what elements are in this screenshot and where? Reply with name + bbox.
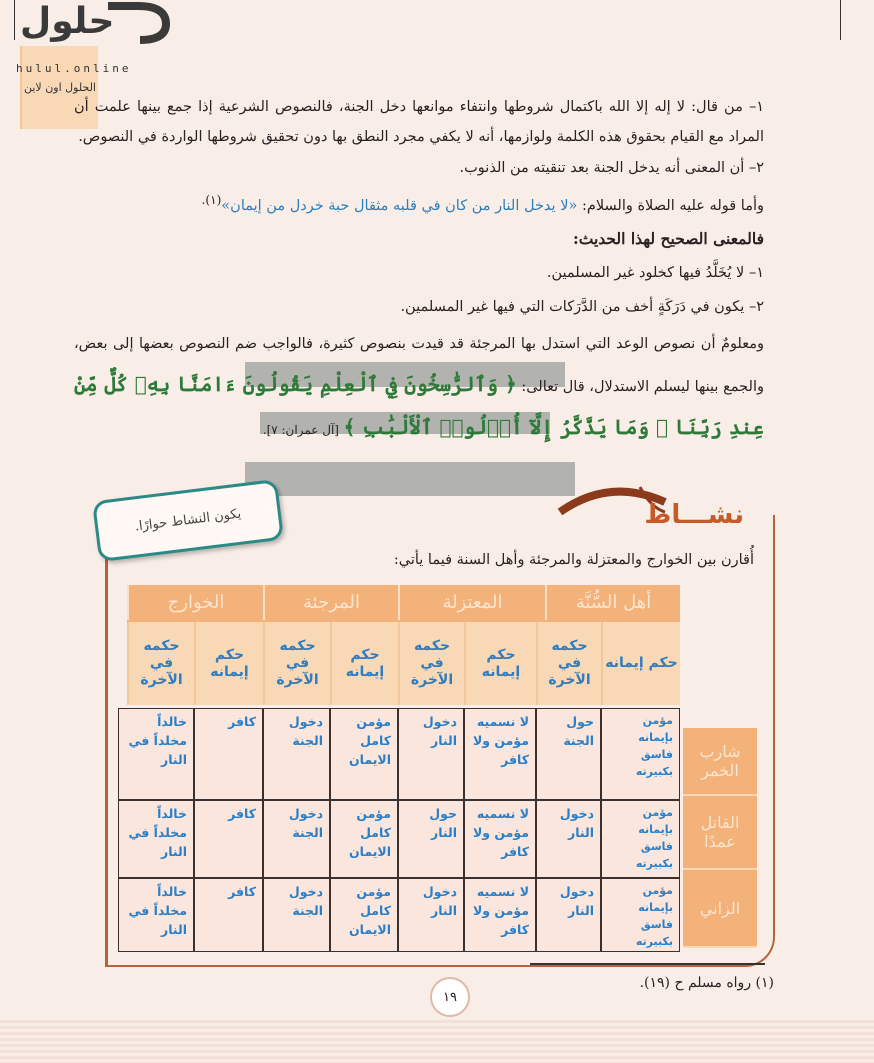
sub-header: حكم إيمانه bbox=[194, 622, 263, 705]
footnote-divider bbox=[530, 963, 765, 965]
group-header: الخوارج bbox=[127, 585, 263, 620]
verse-reference: [آل عمران: ٧]. bbox=[262, 422, 339, 437]
answer-cell: دخول النار bbox=[398, 708, 464, 800]
paragraph-3: وأما قوله عليه الصلاة والسلام: «لا يدخل … bbox=[74, 184, 764, 222]
answer-cell: مؤمن بإيمانه فاسق بكبيرته bbox=[601, 878, 680, 952]
paragraph-1: ١– من قال: لا إله إلا الله باكتمال شروطه… bbox=[74, 99, 764, 145]
hadith-intro: وأما قوله عليه الصلاة والسلام: bbox=[577, 197, 764, 214]
meaning-2: ٢– يكون في دَرَكَةٍ أخف من الدَّرَكات ال… bbox=[400, 298, 764, 315]
sub-header: حكم إيمانه bbox=[601, 622, 680, 705]
answer-cell: مؤمن كامل الايمان bbox=[330, 878, 398, 952]
watermark-bar bbox=[245, 462, 575, 496]
answer-cell: كافر bbox=[194, 800, 263, 878]
logo-mark-icon bbox=[108, 1, 171, 44]
answer-cell: خالداً مخلداً في النار bbox=[118, 800, 194, 878]
answer-cell: لا نسميه مؤمن ولا كافر bbox=[464, 708, 536, 800]
comparison-table-header: أهل السُّنَّة المعتزلة المرجئة الخوارج ح… bbox=[127, 585, 680, 705]
crop-mark bbox=[840, 0, 841, 40]
page-number: ١٩ bbox=[430, 977, 470, 1017]
crop-mark bbox=[14, 0, 15, 40]
logo-domain: hulul.online bbox=[16, 62, 132, 75]
footnote-ref: (١). bbox=[201, 193, 222, 207]
answer-cell: مؤمن كامل الايمان bbox=[330, 800, 398, 878]
sub-header: حكم إيمانه bbox=[330, 622, 398, 705]
paragraph-2: ٢– أن المعنى أنه يدخل الجنة بعد تنقيته م… bbox=[459, 160, 764, 176]
body-text: ١– من قال: لا إله إلا الله باكتمال شروطه… bbox=[74, 92, 764, 450]
answer-cell: دخول الجنة bbox=[263, 800, 330, 878]
answer-cell: دخول النار bbox=[536, 800, 601, 878]
activity-title: نشـــاط bbox=[644, 500, 744, 530]
hadith-text: «لا يدخل النار من كان في قلبه مثقال حبة … bbox=[221, 197, 578, 214]
meaning-1: ١– لا يُخَلَّدُ فيها كخلود غير المسلمين. bbox=[546, 264, 764, 281]
section-heading: فالمعنى الصحيح لهذا الحديث: bbox=[573, 228, 764, 248]
group-header: أهل السُّنَّة bbox=[545, 585, 680, 620]
answer-cell: دخول النار bbox=[536, 878, 601, 952]
footnote: (١) رواه مسلم ح (١٩). bbox=[639, 975, 774, 991]
answer-cell: لا نسميه مؤمن ولا كافر bbox=[464, 878, 536, 952]
sub-header: حكمه في الآخرة bbox=[263, 622, 330, 705]
row-label: القاتل عمدًا bbox=[683, 796, 757, 870]
row-label: شارب الخمر bbox=[683, 728, 757, 796]
answer-cell: دخول الجنة bbox=[263, 878, 330, 952]
answer-cell: مؤمن بإيمانه فاسق بكبيرته bbox=[601, 708, 680, 800]
answer-cell: كافر bbox=[194, 878, 263, 952]
logo-subtitle: الحلول اون لاين bbox=[20, 46, 98, 129]
activity-instruction: أُقارن بين الخوارج والمعتزلة والمرجئة وأ… bbox=[393, 552, 754, 568]
group-header: المرجئة bbox=[263, 585, 398, 620]
row-label: الزاني bbox=[683, 870, 757, 948]
answer-cell: لا نسميه مؤمن ولا كافر bbox=[464, 800, 536, 878]
answer-cell: مؤمن بإيمانه فاسق بكبيرته bbox=[601, 800, 680, 878]
quran-verse: ﴿ وَٱلرَّٰسِخُونَ فِي ٱلْعِلْمِ يَقُولُو… bbox=[74, 371, 764, 439]
sub-header: حكم إيمانه bbox=[464, 622, 536, 705]
ornament-icon bbox=[557, 486, 667, 516]
watermark-bar bbox=[245, 362, 565, 387]
activity-note-text: يكون النشاط حوارًا. bbox=[134, 506, 242, 535]
group-header: المعتزلة bbox=[398, 585, 545, 620]
answer-cell: دخول النار bbox=[398, 878, 464, 952]
answer-cell: دخول الجنة bbox=[263, 708, 330, 800]
answer-cell: حول الجنة bbox=[536, 708, 601, 800]
answer-cell: مؤمن كامل الايمان bbox=[330, 708, 398, 800]
paragraph-4: ومعلومٌ أن نصوص الوعد التي استدل بها الم… bbox=[74, 324, 764, 450]
site-logo: حلول الحلول اون لاين hulul.online bbox=[8, 0, 173, 129]
paragraph-4-text: ومعلومٌ أن نصوص الوعد التي استدل بها الم… bbox=[74, 335, 764, 395]
answer-cell: حول النار bbox=[398, 800, 464, 878]
answer-cell: كافر bbox=[194, 708, 263, 800]
logo-brand: حلول bbox=[20, 1, 115, 42]
sub-header: حكمه في الآخرة bbox=[398, 622, 464, 705]
watermark-bar bbox=[260, 412, 550, 434]
sub-header: حكمه في الآخرة bbox=[536, 622, 601, 705]
answer-cell: خالداً مخلداً في النار bbox=[118, 708, 194, 800]
activity-frame bbox=[105, 515, 775, 967]
answer-cell: خالداً مخلداً في النار bbox=[118, 878, 194, 952]
sub-header: حكمه في الآخرة bbox=[127, 622, 194, 705]
page-edge bbox=[0, 1020, 874, 1063]
